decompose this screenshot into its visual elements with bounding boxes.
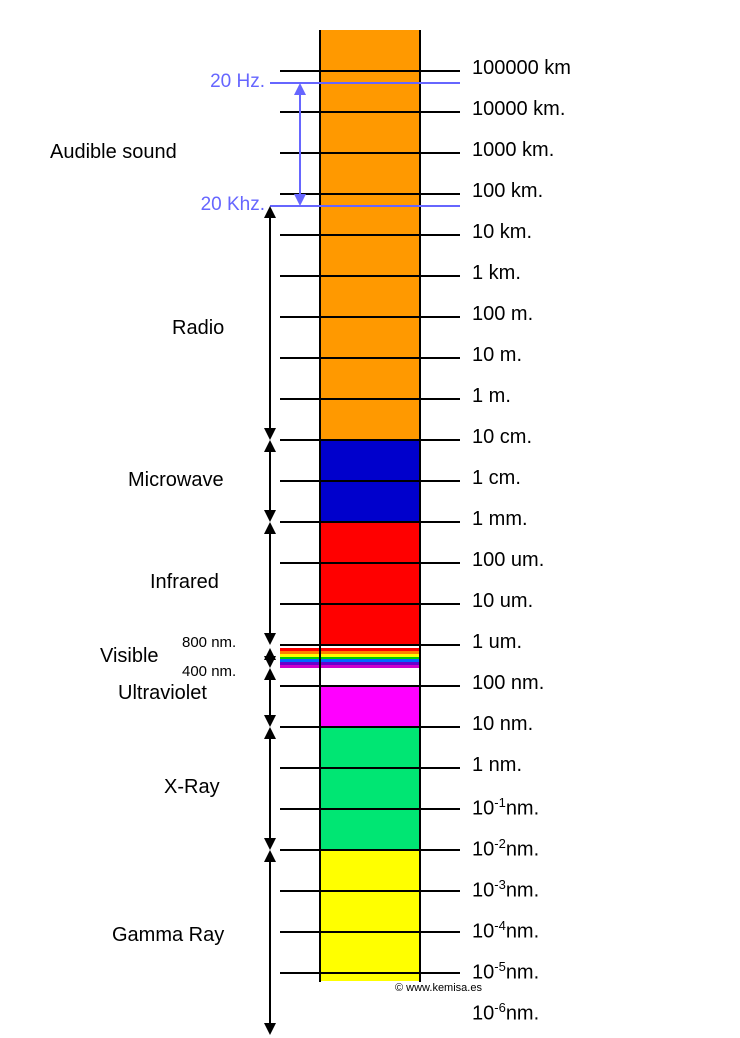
microwave-range-arrow-down — [264, 510, 276, 522]
wavelength-label: 10-1nm. — [472, 795, 539, 821]
radio-range-shaft — [269, 214, 271, 432]
audible-bottom-freq: 20 Khz. — [201, 194, 265, 216]
wavelength-label: 10-3nm. — [472, 877, 539, 903]
radio-range-arrow-up — [264, 206, 276, 218]
wavelength-label: 1000 km. — [472, 139, 554, 162]
wavelength-label: 10 nm. — [472, 713, 533, 736]
wavelength-label: 10 um. — [472, 590, 533, 613]
ultraviolet-range-arrow-down — [264, 715, 276, 727]
region-xray-label: X-Ray — [164, 776, 220, 799]
wavelength-label: 100 km. — [472, 180, 543, 203]
infrared-range-arrow-up — [264, 522, 276, 534]
tick-mark — [280, 193, 460, 195]
em-spectrum-diagram: 100000 km 10000 km. 1000 km. 100 km. 10 km. 1… — [0, 0, 740, 1038]
column-left-line — [319, 30, 321, 982]
tick-mark — [280, 275, 460, 277]
wavelength-label: 10 km. — [472, 221, 532, 244]
region-microwave-label: Microwave — [128, 469, 224, 492]
wavelength-label: 10 m. — [472, 344, 522, 367]
xray-range-arrow-down — [264, 838, 276, 850]
gamma-range-arrow-up — [264, 850, 276, 862]
wavelength-label: 10-4nm. — [472, 918, 539, 944]
audible-range-arrow-up — [294, 83, 306, 95]
region-infrared-label: Infrared — [150, 571, 219, 594]
audible-top-freq: 20 Hz. — [210, 71, 265, 93]
wavelength-label: 1 um. — [472, 631, 522, 654]
wavelength-label: 10-5nm. — [472, 959, 539, 985]
tick-mark — [280, 521, 460, 523]
tick-mark — [280, 685, 460, 687]
tick-mark — [280, 890, 460, 892]
ultraviolet-band — [320, 686, 420, 727]
wavelength-label: 1 mm. — [472, 508, 528, 531]
region-audible-label: Audible sound — [50, 141, 177, 164]
wavelength-label: 100 um. — [472, 549, 544, 572]
wavelength-label: 10-2nm. — [472, 836, 539, 862]
tick-mark — [280, 849, 460, 851]
wavelength-label: 10000 km. — [472, 98, 565, 121]
infrared-band — [320, 522, 420, 645]
audible-range-arrow-down — [294, 194, 306, 206]
wavelength-label: 1 km. — [472, 262, 521, 285]
visible-top-nm: 800 nm. — [182, 634, 236, 651]
tick-mark — [280, 480, 460, 482]
infrared-range-arrow-down — [264, 633, 276, 645]
gamma-range-shaft — [269, 858, 271, 1027]
tick-mark — [280, 603, 460, 605]
wavelength-label: 100000 km — [472, 57, 571, 80]
tick-mark — [280, 70, 460, 72]
tick-mark — [280, 316, 460, 318]
radio-range-arrow-down — [264, 428, 276, 440]
tick-mark — [280, 439, 460, 441]
wavelength-label: 1 nm. — [472, 754, 522, 777]
tick-mark — [280, 931, 460, 933]
region-radio-label: Radio — [172, 317, 224, 340]
tick-mark — [280, 644, 460, 646]
tick-mark — [280, 562, 460, 564]
wavelength-label: 10-6nm. — [472, 1000, 539, 1026]
xray-range-arrow-up — [264, 727, 276, 739]
tick-mark — [280, 808, 460, 810]
infrared-range-shaft — [269, 530, 271, 637]
copyright-text: © www.kemisa.es — [395, 982, 482, 994]
microwave-range-shaft — [269, 448, 271, 514]
gamma-band — [320, 850, 420, 981]
tick-mark — [280, 726, 460, 728]
audible-range-shaft — [299, 91, 301, 198]
visible-bottom-nm: 400 nm. — [182, 663, 236, 680]
tick-mark — [280, 398, 460, 400]
ultraviolet-range-shaft — [269, 676, 271, 719]
tick-mark — [280, 234, 460, 236]
xray-range-shaft — [269, 735, 271, 842]
region-gamma-label: Gamma Ray — [112, 924, 224, 947]
tick-mark — [280, 111, 460, 113]
tick-mark — [280, 152, 460, 154]
ultraviolet-range-arrow-up — [264, 668, 276, 680]
tick-mark — [280, 357, 460, 359]
wavelength-label: 100 nm. — [472, 672, 544, 695]
tick-mark — [280, 767, 460, 769]
xray-band — [320, 727, 420, 850]
wavelength-label: 100 m. — [472, 303, 533, 326]
wavelength-label: 1 cm. — [472, 467, 521, 490]
column-right-line — [419, 30, 421, 982]
tick-mark — [280, 972, 460, 974]
gamma-range-arrow-down — [264, 1023, 276, 1035]
wavelength-label: 1 m. — [472, 385, 511, 408]
region-ultraviolet-label: Ultraviolet — [118, 682, 207, 705]
visible-range-arrow-down — [264, 656, 276, 668]
microwave-range-arrow-up — [264, 440, 276, 452]
region-visible-label: Visible — [100, 645, 159, 668]
visible-rainbow — [280, 648, 420, 667]
wavelength-label: 10 cm. — [472, 426, 532, 449]
